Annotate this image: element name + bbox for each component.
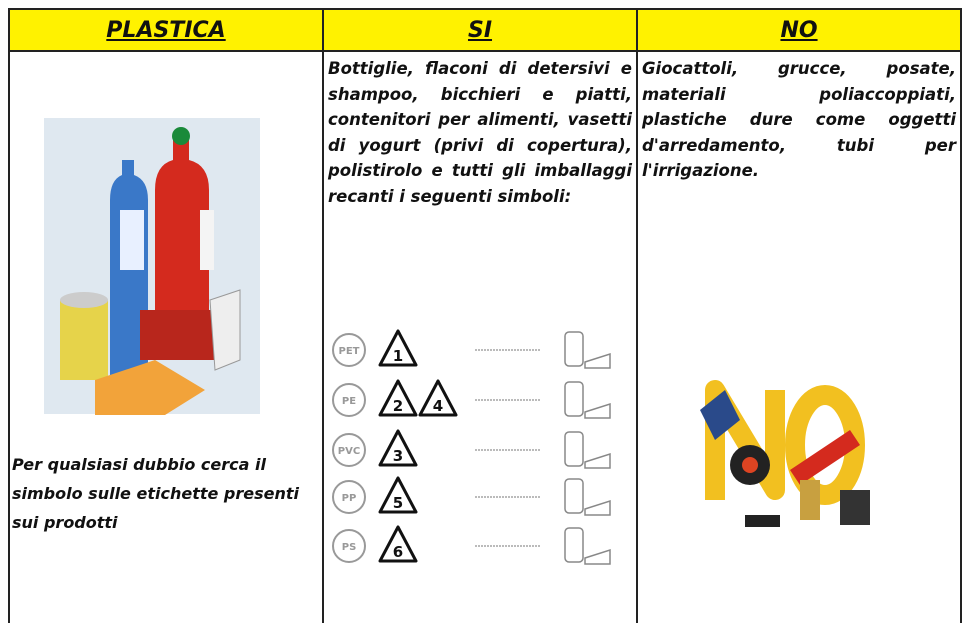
recycle-triangle	[378, 525, 418, 563]
product-icon	[584, 402, 611, 419]
header-cell: SI	[322, 8, 638, 52]
plastica-note: Per qualsiasi dubbio cerca il simbolo su…	[12, 455, 299, 532]
column-border	[322, 8, 324, 623]
product-icon	[584, 452, 611, 469]
recycle-number: 5	[393, 494, 403, 512]
symbol-circle	[332, 529, 366, 563]
column-border	[8, 8, 10, 623]
symbol-code: PET	[339, 346, 360, 357]
product-icon	[564, 381, 584, 417]
symbol-circle	[332, 383, 366, 417]
symbol-circle	[332, 433, 366, 467]
product-icon	[584, 352, 611, 369]
recycle-triangle	[418, 379, 458, 417]
recycle-number: 2	[393, 397, 403, 415]
symbol-code: PS	[342, 542, 357, 553]
product-icon	[584, 499, 611, 516]
recycle-number: 3	[393, 447, 403, 465]
recycle-number: 1	[393, 347, 403, 365]
no-text: Giocattoli, grucce, posate, materiali po…	[642, 59, 956, 181]
plastic-image	[44, 118, 260, 415]
header-cell: NO	[636, 8, 962, 52]
recycle-triangle	[378, 429, 418, 467]
si-text: Bottiglie, flaconi di detersivi e shampo…	[328, 59, 632, 206]
symbol-circle	[332, 480, 366, 514]
symbol-code: PVC	[338, 446, 360, 457]
column-border	[960, 8, 962, 623]
recycle-triangle	[378, 476, 418, 514]
product-icon	[584, 548, 611, 565]
recycle-triangle	[378, 379, 418, 417]
symbol-code: PP	[342, 493, 357, 504]
symbol-circle	[332, 333, 366, 367]
header-cell: PLASTICA	[8, 8, 324, 52]
recycle-number: 6	[393, 543, 403, 561]
column-border	[636, 8, 638, 623]
no-image	[700, 380, 870, 527]
product-icon	[564, 431, 584, 467]
product-icon	[564, 527, 584, 563]
symbol-code: PE	[342, 396, 356, 407]
product-icon	[564, 478, 584, 514]
recycle-number: 4	[433, 397, 443, 415]
product-icon	[564, 331, 584, 367]
recycle-triangle	[378, 329, 418, 367]
